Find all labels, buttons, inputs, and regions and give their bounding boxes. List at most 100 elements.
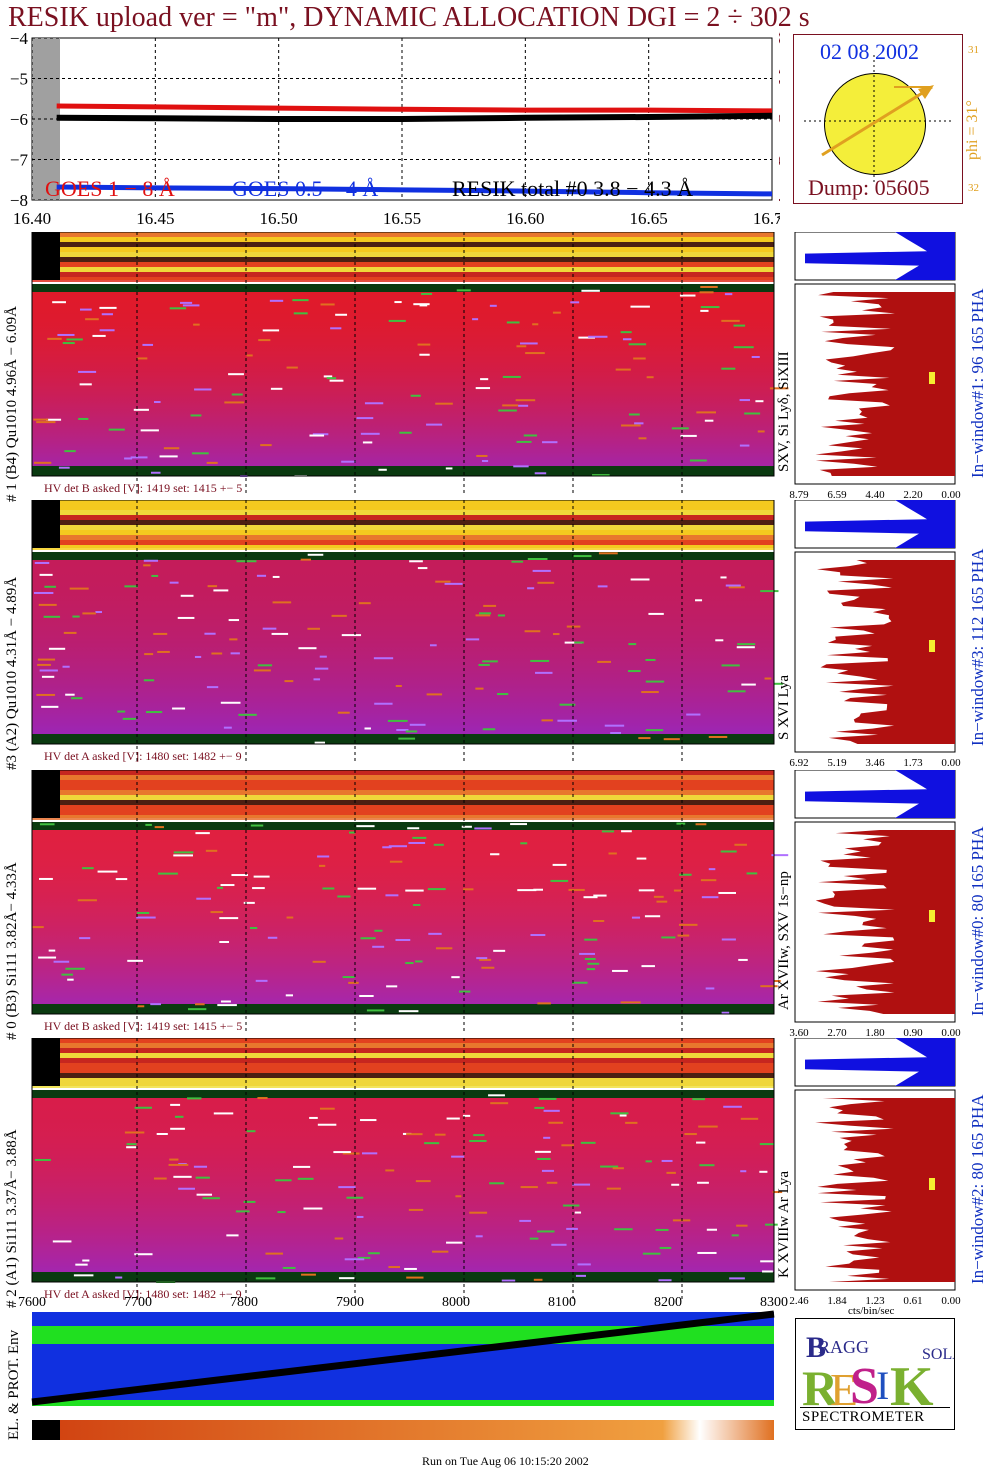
speckle [115, 1276, 123, 1279]
strip-band [32, 770, 774, 775]
speckle [153, 1177, 167, 1180]
spectrogram-shade [32, 1090, 774, 1282]
speckle [374, 702, 393, 705]
speckle [41, 675, 55, 678]
speckle [62, 342, 75, 345]
strip-band [32, 800, 774, 805]
pha-small-histogram [805, 770, 955, 818]
speckle [187, 1097, 202, 1100]
speckle [358, 602, 371, 605]
speckle [630, 305, 650, 308]
detector-spectrogram: HV det B asked [V]: 1419 set: 1415 +− 5 8… [31, 232, 961, 500]
speckle [228, 373, 244, 376]
speckle [475, 1235, 483, 1238]
logo-caption: SPECTROMETER [802, 1409, 925, 1425]
speckle [628, 343, 647, 346]
panel-border [31, 1038, 775, 1283]
speckle [330, 327, 342, 330]
strip-band [32, 805, 774, 810]
speckle [37, 658, 56, 661]
speckle [433, 843, 444, 846]
speckle [169, 1158, 179, 1161]
speckle [342, 1152, 360, 1155]
speckle [483, 604, 497, 607]
env-tick-label: 8300 [760, 1295, 788, 1310]
speckle [633, 357, 646, 360]
speckle [597, 585, 608, 588]
speckle [357, 1256, 371, 1259]
speckle [490, 853, 500, 856]
speckle [661, 1159, 673, 1162]
speckle [206, 686, 219, 689]
x-tick-label: 16.65 [630, 209, 668, 228]
strip-band [32, 1038, 774, 1043]
speckle [727, 690, 746, 693]
speckle [601, 830, 615, 833]
speckle [356, 417, 374, 420]
speckle [435, 580, 451, 583]
speckle [771, 854, 789, 857]
pha-marker [929, 910, 935, 922]
speckle [738, 958, 748, 961]
speckle [293, 1165, 311, 1168]
speckle [444, 582, 463, 585]
y-tick-label: −6 [10, 110, 28, 129]
strip-band [32, 1083, 774, 1088]
speckle [163, 447, 180, 450]
speckle [309, 1116, 318, 1119]
speckle [524, 630, 541, 633]
speckle [195, 832, 210, 835]
speckle [463, 888, 474, 891]
speckle [532, 569, 551, 572]
speckle [187, 1008, 207, 1011]
speckle [700, 306, 720, 309]
speckle [303, 1207, 323, 1210]
speckle [180, 594, 194, 597]
speckle [520, 342, 538, 345]
speckle [671, 1183, 680, 1186]
speckle [405, 889, 424, 892]
speckle [588, 335, 608, 338]
speckle [396, 728, 409, 731]
bottom-edge [32, 466, 774, 476]
speckle [424, 1142, 440, 1145]
speckle [704, 419, 714, 422]
speckle [502, 404, 519, 407]
speckle [136, 911, 150, 914]
speckle [124, 457, 133, 460]
speckle [769, 387, 789, 390]
speckle [282, 1266, 296, 1269]
speckle [180, 301, 193, 304]
speckle [386, 985, 398, 988]
svg-text:SOLAR: SOLAR [922, 1346, 954, 1363]
speckle [395, 685, 402, 688]
speckle [538, 1097, 557, 1100]
speckle [154, 826, 164, 829]
speckle [570, 301, 580, 304]
speckle [511, 560, 524, 563]
env-tick-label: 7900 [336, 1295, 364, 1310]
speckle [644, 915, 661, 918]
strip-band [32, 530, 774, 535]
speckle [257, 664, 273, 667]
speckle [489, 304, 497, 307]
speckle [692, 1098, 706, 1101]
speckle [77, 899, 97, 902]
speckle [65, 967, 85, 970]
strip-band [32, 262, 774, 267]
speckle [426, 693, 443, 696]
speckle [619, 1114, 627, 1117]
speckle [631, 916, 641, 919]
sun-disk [824, 73, 926, 175]
speckle [628, 413, 640, 416]
speckle [529, 1237, 539, 1240]
speckle [586, 968, 596, 971]
pha-tick-label: 1.84 [827, 1295, 847, 1306]
speckle [548, 1121, 564, 1124]
strip-band [32, 510, 774, 515]
speckle [39, 669, 58, 672]
speckle [475, 687, 484, 690]
speckle [472, 318, 479, 321]
speckle [429, 644, 437, 647]
light-curve-chart: 16.40 16.45 16.50 16.55 16.60 16.65 16.70 −4 −5 −… [10, 30, 780, 229]
